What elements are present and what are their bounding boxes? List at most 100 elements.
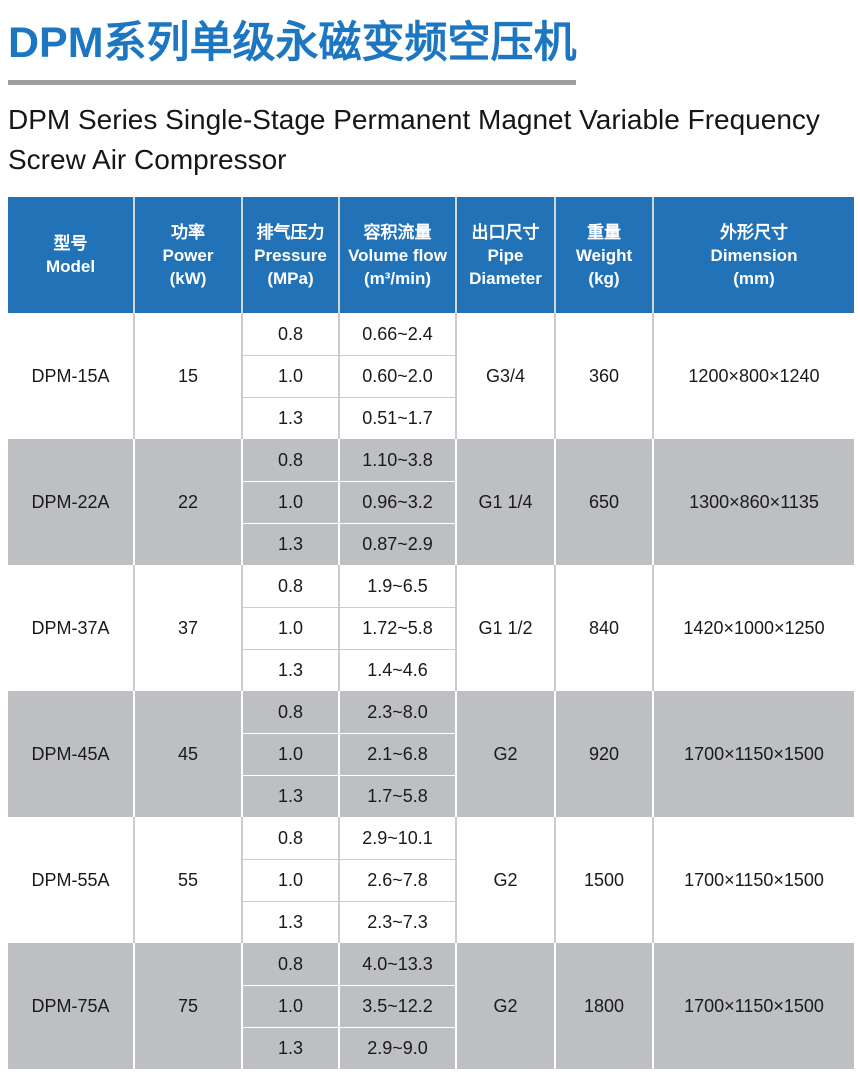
pressure-cell: 1.0 — [241, 732, 339, 776]
power-cell: 45 — [133, 691, 242, 818]
flow-cell: 0.96~3.2 — [338, 480, 456, 524]
weight-cell: 920 — [554, 691, 653, 818]
power-cell: 37 — [133, 565, 242, 692]
title-series-zh: DPM系列 — [8, 19, 190, 67]
weight-cell: 1800 — [554, 943, 653, 1070]
table-row: 1.3 2.3~7.3 — [8, 900, 854, 944]
model-cell: DPM-45A — [31, 743, 110, 764]
table-row: 1.0 2.1~6.8 — [8, 732, 854, 776]
pipe-cell: G2 — [455, 817, 555, 944]
power-cell: 15 — [133, 313, 242, 440]
flow-cell: 1.7~5.8 — [338, 774, 456, 818]
table-row: DPM-15A 15 0.8 0.66~2.4 G3/4 360 1200×80… — [8, 313, 854, 440]
row-group-dpm-22a: DPM-22A 22 0.8 1.10~3.8 G1 1/4 650 1300×… — [8, 439, 854, 566]
pressure-cell: 1.0 — [241, 354, 339, 398]
table-row: 1.3 0.87~2.9 — [8, 522, 854, 566]
table-row: 1.0 0.96~3.2 — [8, 480, 854, 524]
dimension-cell: 1700×1150×1500 — [652, 817, 854, 944]
pipe-cell: G2 — [455, 691, 555, 818]
dimension-cell: 1420×1000×1250 — [652, 565, 854, 692]
title-underline-bar — [8, 80, 576, 86]
table-row: 1.0 1.72~5.8 — [8, 606, 854, 650]
row-group-dpm-55a: DPM-55A 55 0.8 2.9~10.1 G2 1500 1700×115… — [8, 817, 854, 944]
pressure-cell: 0.8 — [241, 691, 339, 734]
weight-cell: 1500 — [554, 817, 653, 944]
column-header-volume-flow: 容积流量 Volume flow (m³/min) — [338, 197, 456, 314]
weight-cell: 650 — [554, 439, 653, 566]
model-cell: DPM-37A — [31, 617, 110, 638]
row-group-dpm-45a: DPM-45A 45 0.8 2.3~8.0 G2 920 1700×1150×… — [8, 691, 854, 818]
pressure-cell: 1.3 — [241, 900, 339, 944]
pressure-cell: 0.8 — [241, 817, 339, 860]
column-header-model: 型号 Model — [8, 197, 134, 314]
pressure-cell: 0.8 — [241, 313, 339, 356]
flow-cell: 3.5~12.2 — [338, 984, 456, 1028]
table-row: DPM-22A 22 0.8 1.10~3.8 G1 1/4 650 1300×… — [8, 439, 854, 566]
pipe-cell: G3/4 — [455, 313, 555, 440]
table-row: 1.3 1.4~4.6 — [8, 648, 854, 692]
table-row: DPM-37A 37 0.8 1.9~6.5 G1 1/2 840 1420×1… — [8, 565, 854, 692]
pressure-cell: 1.3 — [241, 774, 339, 818]
table-row: 1.0 3.5~12.2 — [8, 984, 854, 1028]
dimension-cell: 1300×860×1135 — [652, 439, 854, 566]
table-row: 1.3 1.7~5.8 — [8, 774, 854, 818]
pressure-cell: 0.8 — [241, 565, 339, 608]
flow-cell: 2.6~7.8 — [338, 858, 456, 902]
column-header-pipe-diameter: 出口尺寸 Pipe Diameter — [455, 197, 555, 314]
flow-cell: 1.9~6.5 — [338, 565, 456, 608]
row-group-dpm-37a: DPM-37A 37 0.8 1.9~6.5 G1 1/2 840 1420×1… — [8, 565, 854, 692]
pressure-cell: 1.3 — [241, 522, 339, 566]
weight-cell: 840 — [554, 565, 653, 692]
page-title: DPM系列单级永磁变频空压机 — [8, 20, 860, 66]
table-row: DPM-75A 75 0.8 4.0~13.3 G2 1800 1700×115… — [8, 943, 854, 1070]
flow-cell: 1.10~3.8 — [338, 439, 456, 482]
spec-table: 型号 Model 功率 Power (kW) 排气压力 Pressure (MP… — [8, 197, 854, 1070]
table-row: 1.3 2.9~9.0 — [8, 1026, 854, 1070]
flow-cell: 0.66~2.4 — [338, 313, 456, 356]
flow-cell: 4.0~13.3 — [338, 943, 456, 986]
power-cell: 75 — [133, 943, 242, 1070]
flow-cell: 0.60~2.0 — [338, 354, 456, 398]
power-cell: 22 — [133, 439, 242, 566]
flow-cell: 2.9~10.1 — [338, 817, 456, 860]
model-cell: DPM-22A — [31, 491, 110, 512]
table-row: 1.3 0.51~1.7 — [8, 396, 854, 440]
pressure-cell: 1.0 — [241, 480, 339, 524]
pressure-cell: 1.0 — [241, 984, 339, 1028]
table-header-row: 型号 Model 功率 Power (kW) 排气压力 Pressure (MP… — [8, 197, 854, 314]
model-cell: DPM-15A — [31, 365, 110, 386]
pressure-cell: 0.8 — [241, 943, 339, 986]
pressure-cell: 1.3 — [241, 1026, 339, 1070]
subtitle-en: DPM Series Single-Stage Permanent Magnet… — [8, 100, 860, 180]
column-header-power: 功率 Power (kW) — [133, 197, 242, 314]
table-row: 1.0 0.60~2.0 — [8, 354, 854, 398]
table-row: DPM-55A 55 0.8 2.9~10.1 G2 1500 1700×115… — [8, 817, 854, 944]
flow-cell: 1.72~5.8 — [338, 606, 456, 650]
pressure-cell: 1.3 — [241, 396, 339, 440]
row-group-dpm-75a: DPM-75A 75 0.8 4.0~13.3 G2 1800 1700×115… — [8, 943, 854, 1070]
pressure-cell: 1.3 — [241, 648, 339, 692]
dimension-cell: 1700×1150×1500 — [652, 943, 854, 1070]
pressure-cell: 1.0 — [241, 858, 339, 902]
dimension-cell: 1700×1150×1500 — [652, 691, 854, 818]
table-row: 1.0 2.6~7.8 — [8, 858, 854, 902]
subtitle-line-2: Screw Air Compressor — [8, 144, 287, 176]
flow-cell: 2.1~6.8 — [338, 732, 456, 776]
flow-cell: 2.9~9.0 — [338, 1026, 456, 1070]
table-row: DPM-45A 45 0.8 2.3~8.0 G2 920 1700×1150×… — [8, 691, 854, 818]
flow-cell: 1.4~4.6 — [338, 648, 456, 692]
pressure-cell: 1.0 — [241, 606, 339, 650]
column-header-weight: 重量 Weight (kg) — [554, 197, 653, 314]
power-cell: 55 — [133, 817, 242, 944]
model-cell: DPM-75A — [31, 995, 110, 1016]
model-cell: DPM-55A — [31, 869, 110, 890]
flow-cell: 2.3~8.0 — [338, 691, 456, 734]
column-header-dimension: 外形尺寸 Dimension (mm) — [652, 197, 854, 314]
flow-cell: 0.51~1.7 — [338, 396, 456, 440]
title-product-zh: 单级永磁变频空压机 — [189, 19, 577, 67]
weight-cell: 360 — [554, 313, 653, 440]
column-header-pressure: 排气压力 Pressure (MPa) — [241, 197, 339, 314]
dimension-cell: 1200×800×1240 — [652, 313, 854, 440]
flow-cell: 0.87~2.9 — [338, 522, 456, 566]
